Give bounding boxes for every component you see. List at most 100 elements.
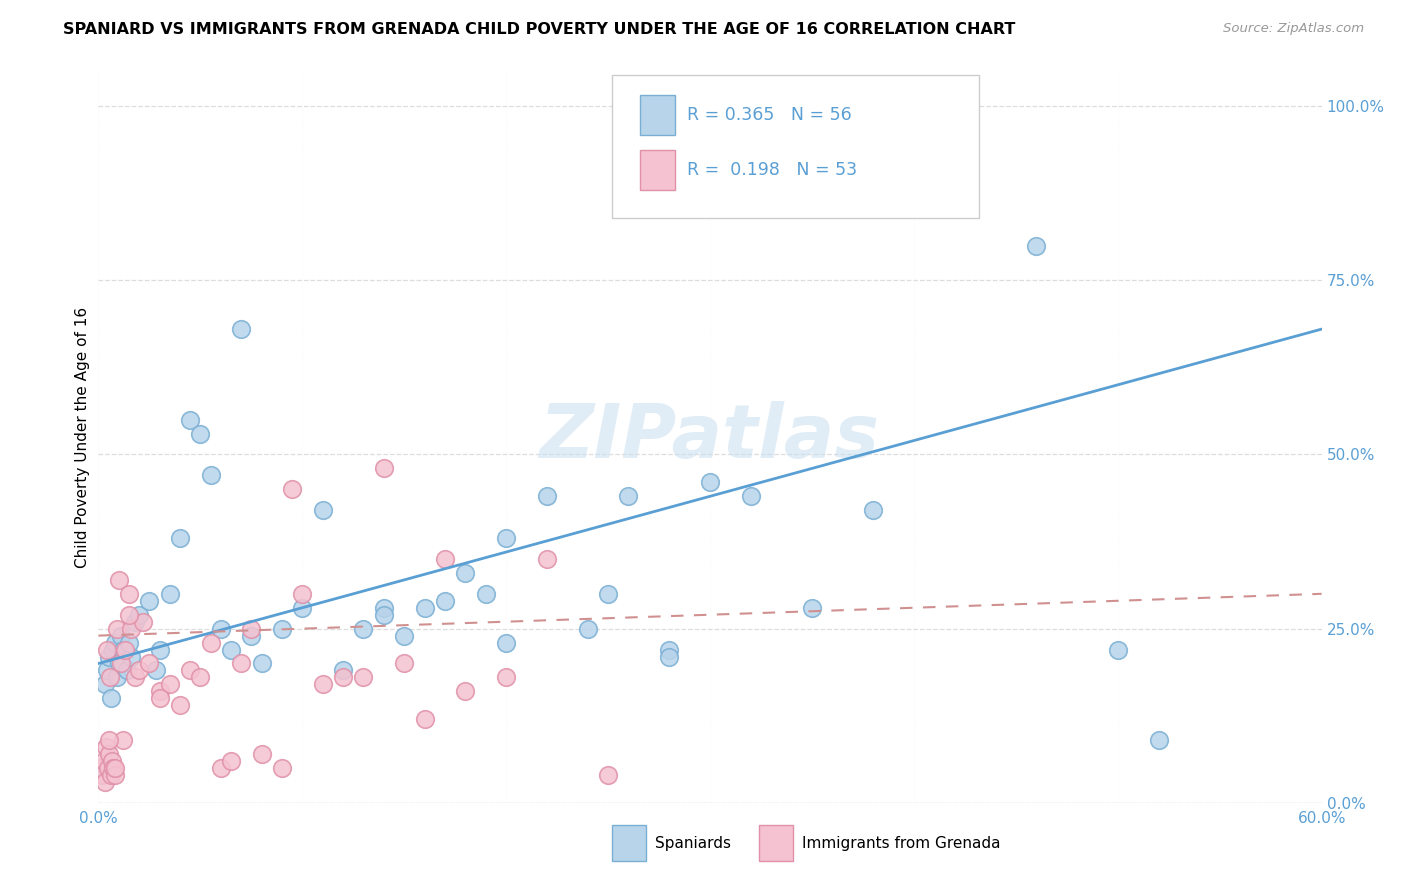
Point — [105, 670, 128, 684]
Text: Source: ZipAtlas.com: Source: ZipAtlas.com — [1223, 22, 1364, 36]
Text: Immigrants from Grenada: Immigrants from Grenada — [801, 836, 1000, 851]
Point — [200, 635, 222, 649]
Point — [118, 635, 141, 649]
Point — [433, 552, 456, 566]
Point — [801, 600, 824, 615]
Point — [114, 642, 136, 657]
Point — [291, 600, 314, 615]
Point — [862, 503, 884, 517]
Point — [149, 642, 172, 657]
Point — [100, 691, 122, 706]
Point — [250, 747, 273, 761]
Point — [240, 629, 263, 643]
Point — [138, 657, 160, 671]
Point — [104, 761, 127, 775]
Point — [96, 642, 118, 657]
Point — [149, 684, 172, 698]
Point — [332, 664, 354, 678]
Point — [495, 635, 517, 649]
Point — [474, 587, 498, 601]
Point — [209, 622, 232, 636]
Point — [108, 573, 131, 587]
Point — [108, 657, 131, 671]
Point — [111, 733, 134, 747]
Point — [124, 615, 146, 629]
Point — [104, 635, 127, 649]
Point — [118, 587, 141, 601]
Point — [104, 768, 127, 782]
Point — [97, 747, 120, 761]
Y-axis label: Child Poverty Under the Age of 16: Child Poverty Under the Age of 16 — [75, 307, 90, 567]
Point — [231, 322, 253, 336]
Point — [200, 468, 222, 483]
Point — [100, 768, 122, 782]
Point — [179, 664, 201, 678]
Point — [111, 642, 134, 657]
Point — [1025, 238, 1047, 252]
Point — [118, 607, 141, 622]
Point — [454, 684, 477, 698]
FancyBboxPatch shape — [612, 75, 979, 218]
Text: ZIPatlas: ZIPatlas — [540, 401, 880, 474]
Point — [373, 461, 395, 475]
Point — [120, 649, 142, 664]
Point — [179, 412, 201, 426]
Point — [352, 670, 374, 684]
Point — [219, 642, 242, 657]
Point — [105, 622, 128, 636]
Point — [352, 622, 374, 636]
Point — [576, 622, 599, 636]
Point — [392, 657, 416, 671]
Point — [495, 670, 517, 684]
Point — [101, 761, 124, 775]
Point — [91, 768, 114, 782]
Point — [120, 622, 142, 636]
Point — [312, 503, 335, 517]
Text: R = 0.365   N = 56: R = 0.365 N = 56 — [686, 106, 852, 124]
Point — [658, 649, 681, 664]
Point — [169, 698, 191, 713]
Point — [231, 657, 253, 671]
Point — [128, 607, 150, 622]
Point — [96, 664, 118, 678]
Point — [373, 600, 395, 615]
Point — [312, 677, 335, 691]
Point — [124, 670, 146, 684]
Point — [219, 754, 242, 768]
Point — [413, 712, 436, 726]
Point — [90, 761, 112, 775]
Point — [495, 531, 517, 545]
Point — [188, 426, 212, 441]
Point — [149, 691, 172, 706]
Point — [101, 642, 124, 657]
Point — [128, 664, 150, 678]
Point — [132, 615, 155, 629]
Point — [536, 552, 558, 566]
FancyBboxPatch shape — [640, 150, 675, 190]
FancyBboxPatch shape — [759, 825, 793, 862]
Point — [281, 483, 304, 497]
FancyBboxPatch shape — [612, 825, 647, 862]
Point — [93, 754, 115, 768]
Point — [270, 761, 294, 775]
Point — [433, 594, 456, 608]
Point — [658, 642, 681, 657]
Point — [250, 657, 273, 671]
Point — [94, 740, 117, 755]
Point — [93, 677, 115, 691]
Point — [159, 587, 181, 601]
Point — [138, 594, 160, 608]
Point — [617, 489, 640, 503]
Text: R =  0.198   N = 53: R = 0.198 N = 53 — [686, 161, 856, 179]
Point — [332, 670, 354, 684]
Point — [209, 761, 232, 775]
Point — [392, 629, 416, 643]
Point — [943, 99, 966, 113]
Point — [145, 664, 167, 678]
Point — [1107, 642, 1129, 657]
Point — [240, 622, 263, 636]
Point — [454, 566, 477, 580]
Text: SPANIARD VS IMMIGRANTS FROM GRENADA CHILD POVERTY UNDER THE AGE OF 16 CORRELATIO: SPANIARD VS IMMIGRANTS FROM GRENADA CHIL… — [63, 22, 1015, 37]
Point — [596, 587, 619, 601]
Point — [97, 761, 120, 775]
